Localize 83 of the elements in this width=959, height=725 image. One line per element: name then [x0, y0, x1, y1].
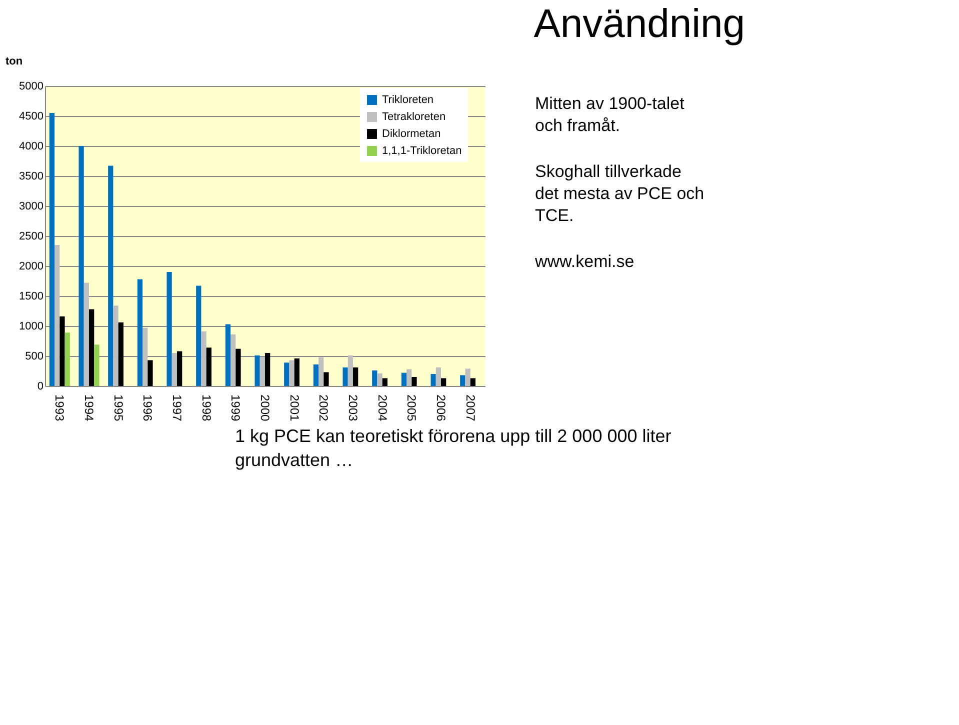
- bar: [377, 373, 382, 386]
- bar: [137, 279, 143, 386]
- bar: [254, 355, 260, 386]
- bar: [284, 362, 290, 386]
- bar: [60, 316, 65, 386]
- bar: [460, 375, 466, 386]
- x-tick-label: 1996: [140, 394, 155, 422]
- y-tick-label: 5000: [19, 80, 44, 92]
- text: Skoghall tillverkade det mesta av PCE och TCE.: [535, 162, 704, 225]
- bar: [382, 378, 388, 386]
- bar: [412, 377, 417, 386]
- bar: [441, 378, 446, 386]
- bar: [201, 331, 206, 386]
- bar: [148, 360, 153, 386]
- legend-label: Trikloreten: [382, 94, 434, 106]
- bar: [54, 245, 60, 386]
- bar: [348, 355, 353, 386]
- bar: [230, 334, 236, 386]
- y-tick-label: 0: [37, 380, 44, 392]
- y-tick-label: 4000: [19, 140, 44, 152]
- bar: [64, 332, 70, 386]
- x-tick-label: 1998: [199, 394, 214, 422]
- text: Mitten av 1900-talet och framåt.: [535, 94, 685, 135]
- bar: [324, 372, 329, 386]
- x-tick-label: 2007: [463, 394, 478, 422]
- bar: [108, 166, 114, 386]
- bar: [113, 306, 118, 386]
- bar: [465, 368, 470, 386]
- bar: [172, 353, 177, 386]
- bar: [225, 324, 231, 386]
- bar: [206, 348, 212, 386]
- legend-label: Tetrakloreten: [382, 111, 446, 123]
- text: www.kemi.se: [534, 252, 634, 271]
- x-tick-label: 2005: [404, 394, 419, 422]
- bar: [265, 353, 270, 386]
- bar: [353, 367, 358, 386]
- bar: [142, 328, 148, 386]
- legend-label: Diklormetan: [382, 128, 441, 140]
- x-tick-label: 2004: [375, 394, 390, 422]
- y-tick-label: 1000: [19, 320, 44, 332]
- x-tick-label: 2003: [346, 394, 360, 422]
- bar: [166, 272, 172, 386]
- bar: [372, 370, 378, 386]
- bar: [430, 374, 436, 386]
- bar: [84, 282, 89, 386]
- x-tick-label: 2006: [434, 394, 448, 422]
- y-tick-label: 2500: [19, 230, 44, 242]
- bar: [260, 356, 265, 386]
- bar: [342, 367, 348, 386]
- y-tick-label: 4500: [19, 110, 44, 122]
- x-tick-label: 1999: [228, 394, 243, 422]
- bar: [401, 372, 407, 386]
- bar: [406, 369, 412, 386]
- bar: [94, 344, 100, 386]
- bar: [236, 348, 241, 386]
- bar: [436, 367, 441, 386]
- x-tick-label: 1997: [170, 394, 184, 422]
- y-tick-label: 1500: [19, 290, 44, 302]
- y-axis-title: ton: [6, 56, 23, 68]
- x-tick-label: 1993: [52, 394, 67, 422]
- y-tick-label: 500: [25, 350, 44, 362]
- bar: [49, 113, 55, 386]
- y-tick-label: 3000: [19, 200, 44, 212]
- bar: [313, 364, 319, 386]
- x-tick-label: 2002: [316, 394, 331, 422]
- bar: [470, 378, 476, 386]
- bar: [289, 360, 294, 386]
- x-tick-label: 2000: [258, 394, 272, 422]
- bar: [177, 351, 182, 386]
- x-tick-label: 1995: [111, 394, 126, 422]
- bar: [78, 146, 84, 386]
- text: 1 kg PCE kan teoretiskt förorena upp till 2 000 000 liter grundvatten …: [235, 426, 672, 470]
- bar: [196, 286, 202, 386]
- y-tick-label: 3500: [19, 170, 44, 182]
- bar: [294, 358, 300, 386]
- bar: [118, 322, 124, 386]
- bar: [318, 357, 324, 386]
- bar: [89, 309, 94, 386]
- x-tick-label: 2001: [287, 394, 302, 422]
- legend-label: 1,1,1-Trikloretan: [382, 145, 462, 157]
- y-tick-label: 2000: [19, 260, 44, 272]
- x-tick-label: 1994: [82, 394, 96, 422]
- text: Användning: [534, 2, 745, 46]
